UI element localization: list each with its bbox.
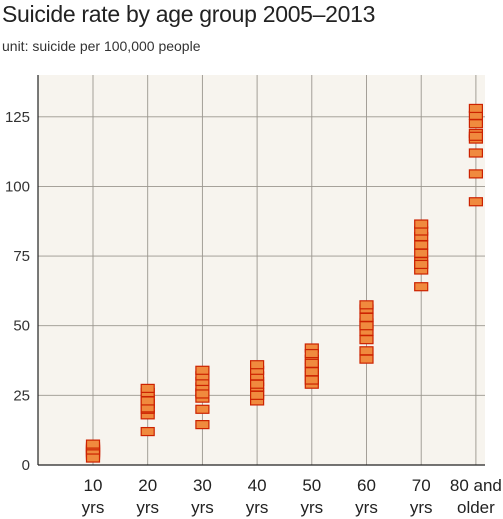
data-point-marker [468,148,483,158]
data-point-marker [250,360,265,370]
y-tick-label: 75 [13,248,30,265]
x-tick-label: 70 [412,476,431,495]
data-point-marker [414,240,429,250]
data-point-marker [359,300,374,310]
y-tick-label: 0 [22,457,30,474]
x-tick-label-line2: yrs [246,498,269,517]
x-tick-label: 60 [357,476,376,495]
y-axis-ticks: 0 25 50 75 100 125 [5,109,30,474]
data-point-marker [468,103,483,114]
data-point-marker [414,248,429,258]
x-tick-label-line2: yrs [82,498,105,517]
data-point-marker [468,119,483,129]
y-tick-label: 25 [13,387,30,404]
x-tick-label-line2: yrs [191,498,214,517]
data-point-marker [304,375,319,385]
data-point-marker [359,354,374,364]
y-tick-label: 100 [5,178,30,195]
data-point-marker [195,389,210,399]
data-point-marker [140,426,155,437]
x-tick-label: 40 [248,476,267,495]
data-point-marker [250,379,265,389]
x-tick-label-line2: older [457,498,495,517]
x-tick-label: 50 [302,476,321,495]
data-point-marker [414,219,429,229]
y-tick-label: 125 [5,109,30,126]
x-tick-label-line2: yrs [136,498,159,517]
data-point-marker [85,439,101,449]
x-tick-label-line2: yrs [355,498,378,517]
data-point-marker [359,321,374,331]
x-axis-ticks: 10 yrs 20 yrs 30 yrs 40 yrs 50 yrs 60 yrs 70 yrs 80 an… [82,476,502,517]
data-point-marker [468,197,483,207]
x-tick-label: 30 [193,476,212,495]
x-tick-label: 20 [138,476,157,495]
data-point-marker [414,259,429,270]
data-point-marker [468,131,483,141]
data-point-marker [140,383,155,393]
data-point-marker [195,365,210,375]
chart-subtitle: unit: suicide per 100,000 people [2,38,201,54]
data-point-marker [359,312,374,322]
data-point-marker [195,404,210,414]
data-point-marker [250,390,265,400]
data-point-marker [195,420,210,430]
data-point-marker [304,348,319,359]
data-point-marker [468,169,483,179]
grid-lines [38,75,485,465]
data-point-marker [359,335,374,345]
x-tick-label-line2: yrs [410,498,433,517]
data-point-marker [414,282,429,292]
chart-title: Suicide rate by age group 2005–2013 [2,1,376,27]
data-point-marker [140,396,155,406]
data-point-marker [359,346,374,356]
data-point-marker [85,453,101,463]
data-markers [85,103,483,463]
x-tick-label: 10 [84,476,103,495]
y-tick-label: 50 [13,318,30,335]
data-point-marker [304,358,319,368]
data-point-marker [304,367,319,377]
x-tick-label: 80 and [450,476,502,495]
x-tick-label-line2: yrs [300,498,323,517]
